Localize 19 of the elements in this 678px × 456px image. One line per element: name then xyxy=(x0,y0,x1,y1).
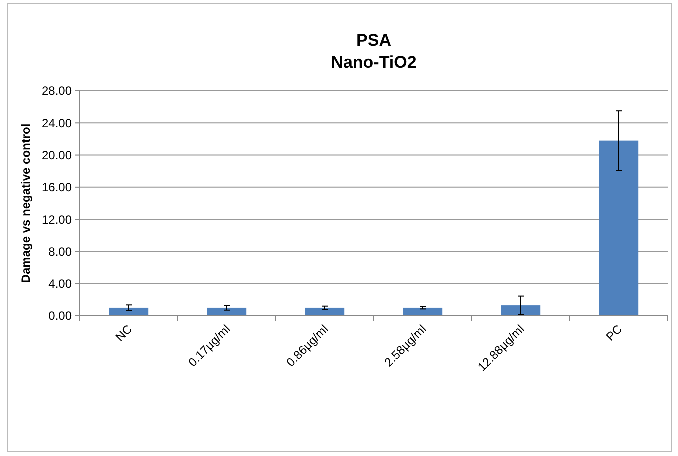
y-tick-label: 8.00 xyxy=(48,244,72,259)
bar xyxy=(207,308,247,316)
y-tick-label: 20.00 xyxy=(42,148,72,162)
bar xyxy=(305,308,345,316)
bar xyxy=(599,140,639,316)
bar xyxy=(109,308,149,316)
y-tick-label: 24.00 xyxy=(42,116,72,130)
y-tick-label: 0.00 xyxy=(48,309,72,324)
bar xyxy=(403,308,443,316)
chart-title: PSA xyxy=(356,31,392,50)
y-tick-label: 28.00 xyxy=(42,84,72,98)
x-tick-label: NC xyxy=(112,322,136,344)
y-tick-label: 16.00 xyxy=(42,180,72,195)
x-tick-label: PC xyxy=(603,322,626,344)
bar xyxy=(501,306,541,316)
chart-subtitle: Nano-TiO2 xyxy=(331,53,417,72)
y-axis-title: Damage vs negative control xyxy=(19,124,33,284)
y-tick-label: 12.00 xyxy=(42,212,72,227)
y-tick-label: 4.00 xyxy=(48,277,72,292)
